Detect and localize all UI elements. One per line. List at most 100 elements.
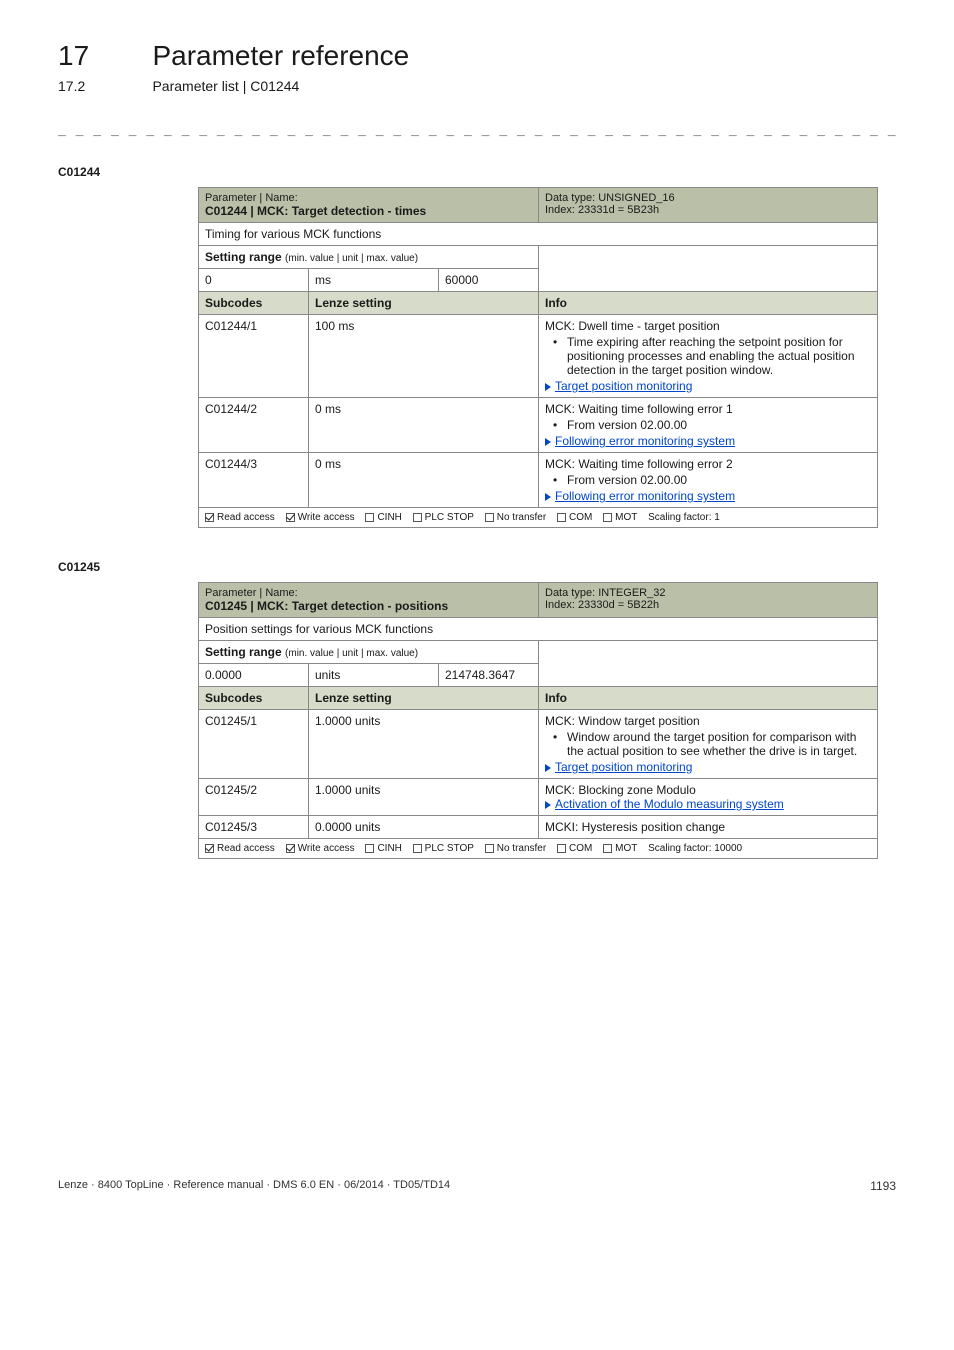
subcode: C01244/2 <box>199 398 309 453</box>
footer-text: Lenze · 8400 TopLine · Reference manual … <box>58 1179 450 1193</box>
param-title: C01245 | MCK: Target detection - positio… <box>205 599 532 613</box>
info-bullets: From version 02.00.00 <box>545 473 871 487</box>
table-row: C01244/1 100 ms MCK: Dwell time - target… <box>199 315 878 398</box>
checkbox-icon <box>557 844 566 853</box>
section-number: 17.2 <box>58 78 148 94</box>
param-name-label: Parameter | Name: <box>205 587 532 599</box>
subcode: C01244/3 <box>199 453 309 508</box>
checkbox-icon <box>205 844 214 853</box>
lenze-setting-label: Lenze setting <box>309 292 539 315</box>
range-unit: ms <box>309 269 439 292</box>
table-row: C01244/3 0 ms MCK: Waiting time followin… <box>199 453 878 508</box>
checkbox-icon <box>485 844 494 853</box>
info-link[interactable]: Target position monitoring <box>555 760 692 774</box>
info-title: MCK: Blocking zone Modulo <box>545 783 871 797</box>
section-header: 17.2 Parameter list | C01244 <box>58 72 896 96</box>
table-row: C01245/3 0.0000 units MCKI: Hysteresis p… <box>199 816 878 839</box>
info-cell: MCK: Dwell time - target position Time e… <box>539 315 878 398</box>
checkbox-icon <box>603 513 612 522</box>
arrow-icon <box>545 383 551 391</box>
checkbox-icon <box>557 513 566 522</box>
code-id: C01244 <box>58 165 896 179</box>
info-title: MCK: Window target position <box>545 714 871 728</box>
info-title: MCKI: Hysteresis position change <box>545 820 871 834</box>
index-value: Index: 23330d = 5B22h <box>545 599 871 611</box>
param-table-c01244: Parameter | Name: C01244 | MCK: Target d… <box>198 187 878 528</box>
page-number: 1193 <box>870 1179 896 1193</box>
arrow-icon <box>545 764 551 772</box>
setting-range-label: Setting range <box>205 645 282 659</box>
table-header-row: Parameter | Name: C01245 | MCK: Target d… <box>199 583 878 618</box>
info-bullets: Window around the target position for co… <box>545 730 871 758</box>
param-title: C01244 | MCK: Target detection - times <box>205 204 532 218</box>
chapter-number: 17 <box>58 40 148 72</box>
chapter-title: Parameter reference <box>152 40 409 72</box>
access-row: Read access Write access CINH PLC STOP N… <box>199 508 878 528</box>
info-cell: MCKI: Hysteresis position change <box>539 816 878 839</box>
subcodes-label: Subcodes <box>199 292 309 315</box>
info-cell: MCK: Blocking zone Modulo Activation of … <box>539 779 878 816</box>
table-row: Position settings for various MCK functi… <box>199 618 878 641</box>
info-link-line: Target position monitoring <box>545 379 871 393</box>
table-header-row: Parameter | Name: C01244 | MCK: Target d… <box>199 188 878 223</box>
setting-value: 0 ms <box>309 453 539 508</box>
table-row: Subcodes Lenze setting Info <box>199 687 878 710</box>
setting-value: 1.0000 units <box>309 710 539 779</box>
info-link-line: Following error monitoring system <box>545 489 871 503</box>
checkbox-icon <box>205 513 214 522</box>
setting-range-paren: (min. value | unit | max. value) <box>285 648 418 659</box>
info-link-line: Activation of the Modulo measuring syste… <box>545 797 871 811</box>
chapter-header: 17 Parameter reference <box>58 40 896 72</box>
data-type: Data type: INTEGER_32 <box>545 587 871 599</box>
list-item: Window around the target position for co… <box>559 730 871 758</box>
setting-value: 1.0000 units <box>309 779 539 816</box>
info-link[interactable]: Activation of the Modulo measuring syste… <box>555 797 784 811</box>
range-max: 60000 <box>439 269 539 292</box>
arrow-icon <box>545 801 551 809</box>
table-row: Timing for various MCK functions <box>199 223 878 246</box>
range-min: 0 <box>199 269 309 292</box>
info-link[interactable]: Following error monitoring system <box>555 489 735 503</box>
code-id: C01245 <box>58 560 896 574</box>
arrow-icon <box>545 438 551 446</box>
table-row: Setting range (min. value | unit | max. … <box>199 246 878 269</box>
subcode: C01245/1 <box>199 710 309 779</box>
table-row: Subcodes Lenze setting Info <box>199 292 878 315</box>
table-row: C01245/2 1.0000 units MCK: Blocking zone… <box>199 779 878 816</box>
info-label: Info <box>539 292 878 315</box>
table-description: Timing for various MCK functions <box>199 223 878 246</box>
checkbox-icon <box>413 513 422 522</box>
table-row: C01244/2 0 ms MCK: Waiting time followin… <box>199 398 878 453</box>
list-item: Time expiring after reaching the setpoin… <box>559 335 871 377</box>
info-title: MCK: Dwell time - target position <box>545 319 871 333</box>
param-table-c01245: Parameter | Name: C01245 | MCK: Target d… <box>198 582 878 859</box>
info-title: MCK: Waiting time following error 2 <box>545 457 871 471</box>
info-link[interactable]: Following error monitoring system <box>555 434 735 448</box>
table-description: Position settings for various MCK functi… <box>199 618 878 641</box>
checkbox-icon <box>365 513 374 522</box>
checkbox-icon <box>286 513 295 522</box>
divider-dashes: _ _ _ _ _ _ _ _ _ _ _ _ _ _ _ _ _ _ _ _ … <box>58 122 896 137</box>
data-type: Data type: UNSIGNED_16 <box>545 192 871 204</box>
access-row: Read access Write access CINH PLC STOP N… <box>199 839 878 859</box>
subcode: C01244/1 <box>199 315 309 398</box>
checkbox-icon <box>603 844 612 853</box>
range-min: 0.0000 <box>199 664 309 687</box>
index-value: Index: 23331d = 5B23h <box>545 204 871 216</box>
page-footer: Lenze · 8400 TopLine · Reference manual … <box>58 1179 896 1193</box>
section-title: Parameter list | C01244 <box>152 78 299 94</box>
subcode: C01245/2 <box>199 779 309 816</box>
setting-value: 100 ms <box>309 315 539 398</box>
info-link[interactable]: Target position monitoring <box>555 379 692 393</box>
table-row: C01245/1 1.0000 units MCK: Window target… <box>199 710 878 779</box>
checkbox-icon <box>286 844 295 853</box>
list-item: From version 02.00.00 <box>559 418 871 432</box>
checkbox-icon <box>485 513 494 522</box>
info-label: Info <box>539 687 878 710</box>
info-link-line: Following error monitoring system <box>545 434 871 448</box>
subcode: C01245/3 <box>199 816 309 839</box>
info-link-line: Target position monitoring <box>545 760 871 774</box>
info-title: MCK: Waiting time following error 1 <box>545 402 871 416</box>
info-bullets: From version 02.00.00 <box>545 418 871 432</box>
info-cell: MCK: Waiting time following error 1 From… <box>539 398 878 453</box>
